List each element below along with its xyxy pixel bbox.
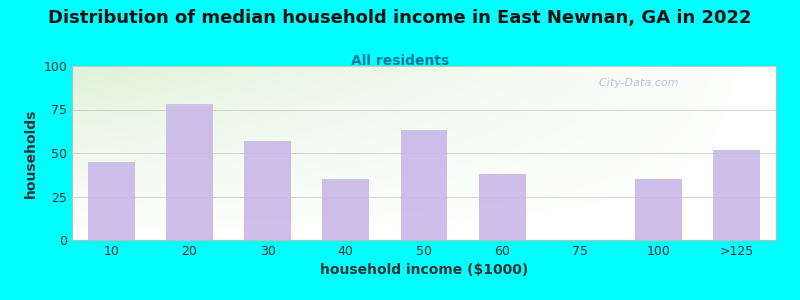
Bar <box>478 174 526 240</box>
Text: All residents: All residents <box>351 54 449 68</box>
Bar <box>88 162 134 240</box>
Text: City-Data.com: City-Data.com <box>592 78 678 88</box>
Y-axis label: households: households <box>24 108 38 198</box>
Bar <box>244 141 291 240</box>
Bar <box>166 104 213 240</box>
Bar <box>401 130 447 240</box>
Bar <box>635 179 682 240</box>
Bar <box>322 179 370 240</box>
X-axis label: household income ($1000): household income ($1000) <box>320 263 528 278</box>
Text: Distribution of median household income in East Newnan, GA in 2022: Distribution of median household income … <box>48 9 752 27</box>
Bar <box>714 149 760 240</box>
